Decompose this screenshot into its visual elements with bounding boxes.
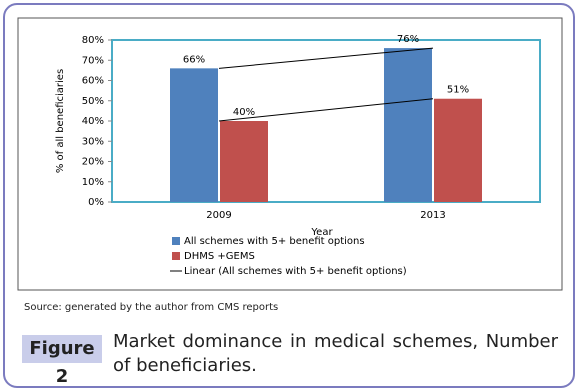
y-tick-label: 60% <box>82 76 104 87</box>
value-label: 51% <box>447 85 469 96</box>
legend-label: Linear (All schemes with 5+ benefit opti… <box>184 266 407 277</box>
y-tick-label: 40% <box>82 116 104 127</box>
trend-line <box>218 47 434 69</box>
value-label: 76% <box>397 34 419 45</box>
frame <box>3 3 575 388</box>
y-tick-label: 0% <box>88 197 104 208</box>
value-label: 66% <box>183 54 205 65</box>
y-axis-label: % of all beneficiaries <box>55 69 66 173</box>
bar <box>384 48 432 202</box>
y-tick-label: 70% <box>82 55 104 66</box>
figure-label: Figure 2 <box>22 335 102 387</box>
bar <box>220 121 268 202</box>
trend-line <box>218 98 434 122</box>
value-label: 40% <box>233 107 255 118</box>
source-note: Source: generated by the author from CMS… <box>24 302 279 313</box>
y-tick-label: 20% <box>82 157 104 168</box>
y-tick-label: 50% <box>82 96 104 107</box>
chart-box <box>17 17 563 291</box>
x-tick-label: 2013 <box>420 210 445 221</box>
x-tick-label: 2009 <box>206 210 231 221</box>
bar <box>434 98 482 202</box>
legend-swatch <box>172 252 180 260</box>
y-tick-label: 30% <box>82 136 104 147</box>
y-tick-label: 10% <box>82 177 104 188</box>
bar <box>170 68 218 202</box>
legend-label: All schemes with 5+ benefit options <box>184 236 365 247</box>
figure-caption: Market dominance in medical schemes, Num… <box>113 331 558 376</box>
legend-swatch <box>172 237 180 245</box>
chart: Year % of all beneficiaries 0% 10% 20% 30% 4… <box>17 17 563 291</box>
x-axis-label: Year <box>310 227 333 238</box>
legend-label: DHMS +GEMS <box>184 251 255 262</box>
y-tick-label: 80% <box>82 35 104 46</box>
